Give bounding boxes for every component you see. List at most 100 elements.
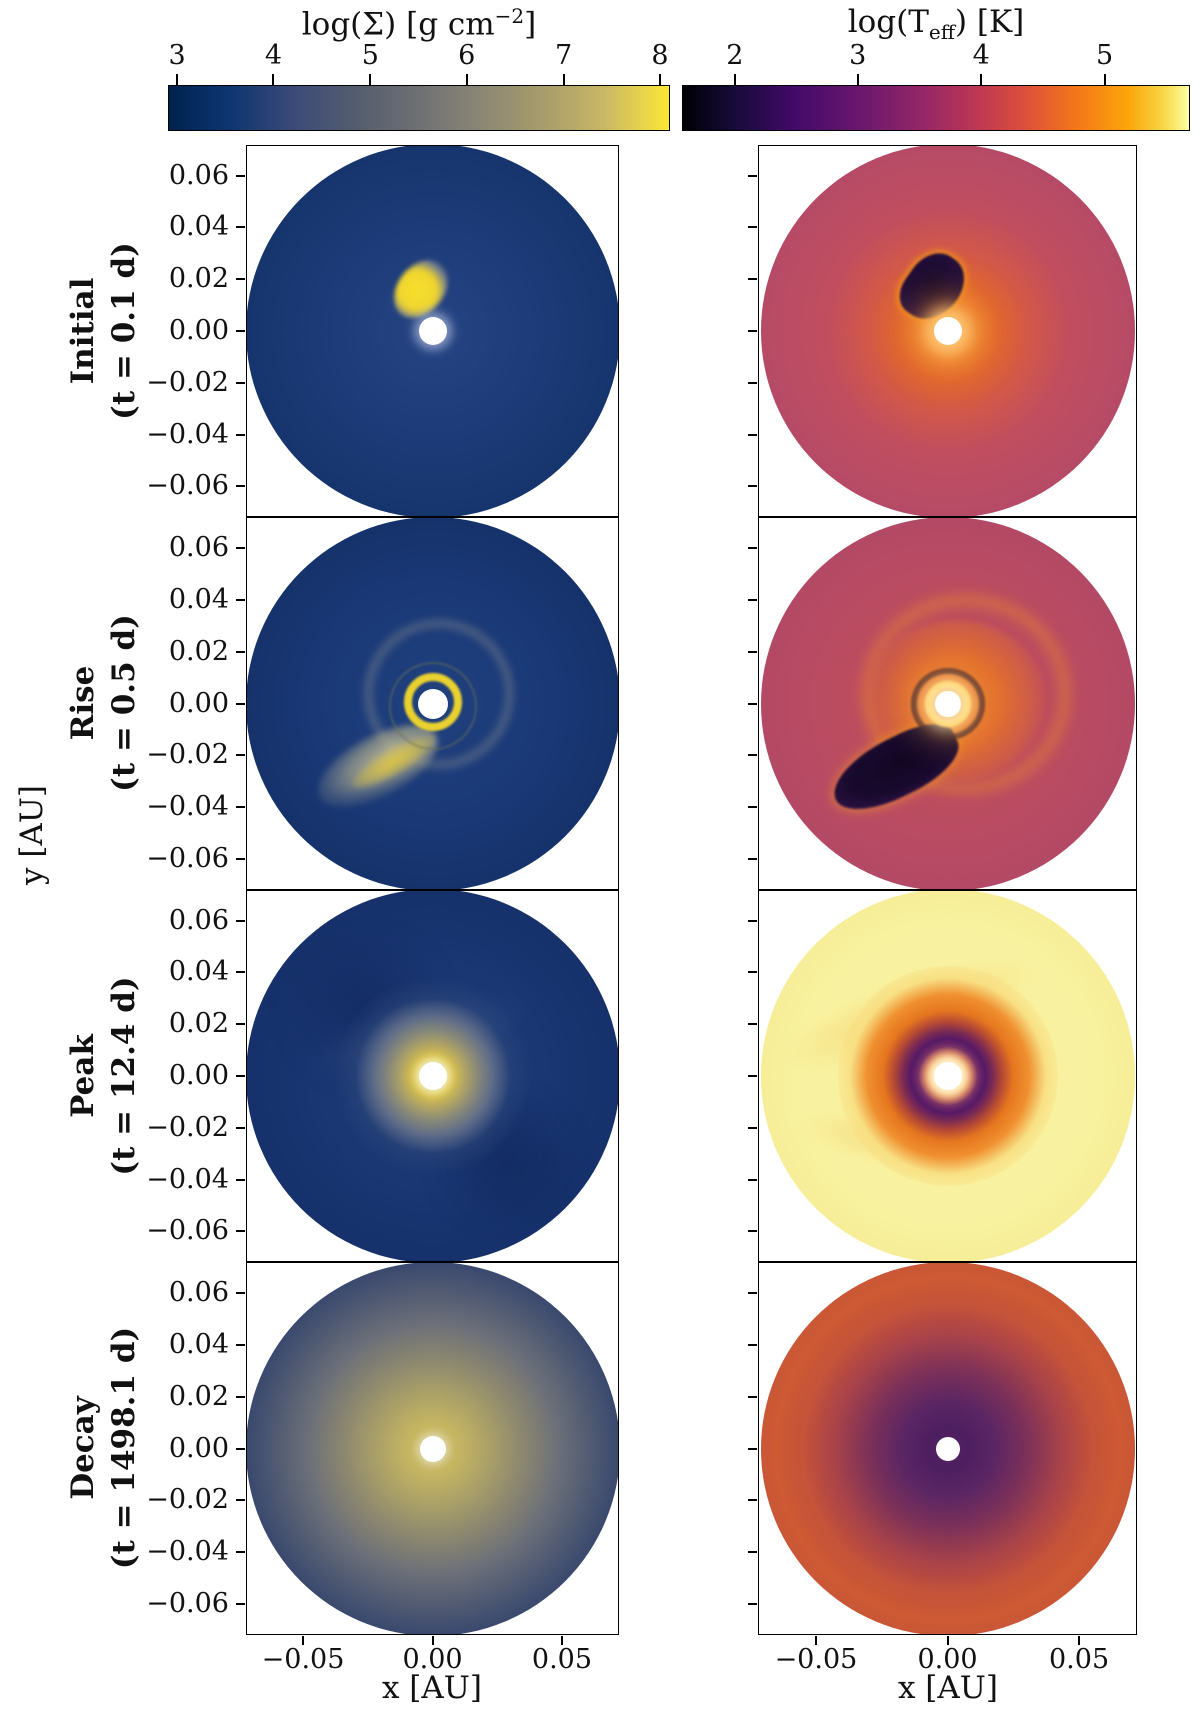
dark-ring [910, 667, 985, 740]
y-tick [236, 1343, 245, 1346]
bright-ring [924, 680, 971, 727]
row-label-peak: Peak (t = 12.4 d) [63, 976, 145, 1175]
y-tick-label: −0.02 [146, 1111, 229, 1143]
cold-clump [890, 242, 975, 332]
x-axis-label-right: x [AU] [897, 1670, 999, 1706]
y-tick-label: −0.02 [146, 1484, 229, 1516]
density-clump [382, 249, 459, 329]
row-label-initial: Initial (t = 0.1 d) [63, 242, 145, 420]
row-name: Initial [65, 277, 102, 385]
central-hole [417, 688, 448, 719]
disk-map [247, 146, 618, 516]
central-hole [933, 317, 962, 345]
sigma-colorbar-tick [465, 74, 468, 85]
sigma-colorbar-tick-label: 6 [458, 40, 476, 71]
y-tick [236, 278, 245, 281]
central-hole [419, 1435, 446, 1462]
y-tick [236, 1023, 245, 1026]
sigma-colorbar-tick [658, 74, 661, 85]
y-tick-label: −0.06 [146, 470, 229, 502]
sigma-colorbar-tick [562, 74, 565, 85]
y-tick [236, 702, 245, 705]
y-tick-label: −0.02 [146, 739, 229, 771]
y-tick [748, 330, 757, 332]
y-tick-label: 0.06 [168, 159, 229, 191]
teff-colorbar-tick-label: 4 [972, 40, 990, 71]
y-tick [236, 1447, 245, 1450]
disk-map [760, 518, 1135, 889]
x-tick [1078, 1636, 1081, 1645]
panel-rise-teff [748, 517, 1137, 890]
y-tick [748, 226, 757, 229]
y-tick [236, 330, 245, 332]
x-tick [814, 1636, 817, 1645]
y-tick [748, 174, 757, 177]
y-tick [748, 433, 757, 436]
y-tick [236, 381, 245, 384]
y-tick [748, 754, 757, 757]
y-tick-label: 0.00 [168, 315, 229, 346]
y-tick [236, 598, 245, 601]
y-tick [748, 598, 757, 601]
y-tick [748, 1551, 757, 1554]
teff-colorbar-tick-label: 5 [1096, 40, 1114, 71]
y-tick-label: 0.04 [168, 211, 229, 243]
y-tick [748, 971, 757, 974]
y-tick [748, 485, 757, 488]
y-tick [236, 174, 245, 177]
y-tick [748, 1603, 757, 1606]
y-tick [748, 806, 757, 809]
panel-initial-teff [748, 145, 1137, 517]
sigma-colorbar-tick-label: 7 [554, 40, 573, 71]
x-tick-label: 0.00 [917, 1644, 978, 1675]
y-tick [236, 485, 245, 488]
sigma-colorbar-tick [176, 74, 179, 85]
y-tick-label: 0.02 [168, 1380, 229, 1412]
y-axis-label: y [AU] [14, 784, 50, 886]
y-tick [748, 1447, 757, 1450]
teff-colorbar-tick-label: 3 [849, 40, 867, 71]
y-tick-label: 0.04 [168, 956, 229, 988]
y-tick [236, 546, 245, 549]
x-tick-label: 0.05 [531, 1644, 593, 1675]
y-tick [748, 1023, 757, 1026]
central-hole [418, 317, 447, 345]
y-tick-label: −0.04 [146, 1536, 229, 1568]
y-tick [236, 1551, 245, 1554]
sigma-colorbar-tick-label: 3 [168, 40, 186, 71]
panel-rise-sigma: 0.06 0.04 0.02 0.00 −0.02 −0.04 −0.06 [146, 517, 619, 890]
y-tick [748, 381, 757, 384]
y-tick [236, 1395, 245, 1398]
x-tick [431, 1636, 434, 1645]
y-tick-label: 0.00 [168, 1432, 229, 1464]
y-tick [236, 1126, 245, 1129]
y-tick [236, 1075, 245, 1077]
sigma-colorbar-tick-label: 4 [264, 40, 282, 71]
sigma-colorbar-title: log(Σ) [g cm−2] [301, 4, 537, 43]
y-tick [748, 1178, 757, 1181]
y-tick-label: 0.04 [168, 583, 229, 615]
y-tick [748, 919, 757, 922]
sigma-colorbar-tick-label: 8 [651, 40, 669, 71]
central-hole [935, 1436, 960, 1461]
y-tick-label: −0.06 [146, 843, 229, 875]
teff-colorbar-tick [733, 74, 736, 85]
y-tick-label: −0.04 [146, 791, 229, 823]
y-tick [236, 1499, 245, 1502]
y-tick [236, 806, 245, 809]
y-tick-label: 0.02 [168, 1008, 229, 1040]
y-tick-label: 0.00 [168, 1060, 229, 1091]
y-tick [748, 858, 757, 861]
y-tick [748, 1395, 757, 1398]
disk-map [247, 518, 618, 889]
y-tick [748, 650, 757, 653]
sigma-colorbar-tick [369, 74, 372, 85]
panel-decay-teff: −0.05 0.00 0.05 [748, 1262, 1137, 1675]
sigma-colorbar-tick [272, 74, 275, 85]
y-tick [748, 1499, 757, 1502]
teff-colorbar-tick [1103, 74, 1106, 85]
row-name: Decay [65, 1396, 102, 1500]
x-tick-label: 0.05 [1049, 1644, 1110, 1675]
y-tick-label: 0.02 [168, 635, 229, 667]
